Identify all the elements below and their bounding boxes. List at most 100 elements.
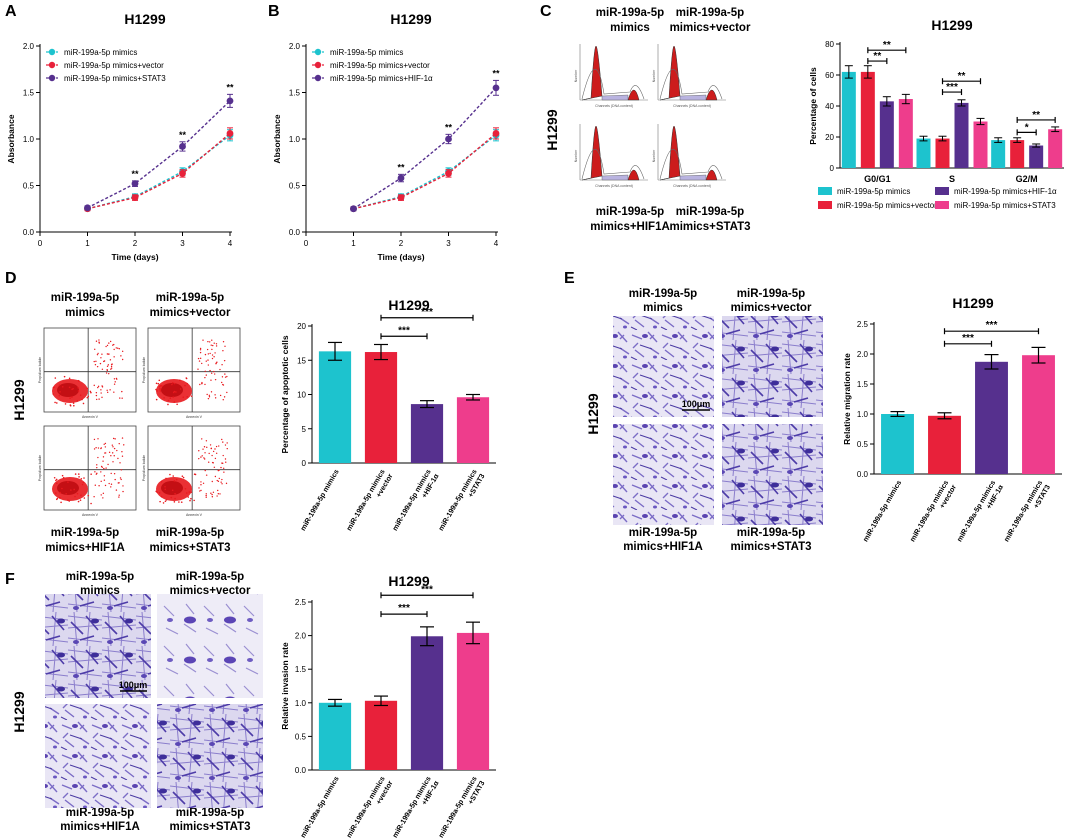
flow-dot bbox=[120, 478, 122, 481]
significance-label: ** bbox=[958, 71, 966, 82]
flow-dot bbox=[199, 349, 202, 351]
flow-dot bbox=[220, 466, 222, 469]
x-tick-label: 3 bbox=[446, 239, 451, 248]
flow-dot bbox=[203, 446, 206, 448]
flow-dot bbox=[210, 391, 213, 393]
y-tick-label: 2.5 bbox=[857, 320, 869, 329]
flow-dot bbox=[171, 381, 174, 384]
flow-dot bbox=[199, 347, 202, 350]
flow-dot bbox=[211, 461, 214, 464]
flow-dot bbox=[219, 394, 222, 397]
flow-dot bbox=[175, 478, 178, 481]
flow-dot bbox=[80, 478, 83, 480]
flow-dot bbox=[118, 348, 120, 350]
stain-image bbox=[613, 424, 714, 525]
flow-dot bbox=[187, 496, 190, 498]
flow-dot bbox=[214, 475, 217, 478]
flow-dot bbox=[208, 394, 211, 397]
flow-dot bbox=[222, 441, 224, 443]
flow-dot bbox=[71, 388, 73, 391]
flow-dot bbox=[214, 378, 217, 381]
y-tick-label: 20 bbox=[297, 322, 306, 331]
cell-line-label: H1299 bbox=[544, 109, 560, 150]
flow-dot bbox=[110, 455, 112, 457]
flow-dot bbox=[64, 403, 67, 405]
group-label-line2: mimics bbox=[610, 22, 650, 34]
flow-dot bbox=[194, 473, 197, 476]
flow-dot bbox=[76, 400, 79, 402]
flow-dot bbox=[155, 398, 158, 401]
group-label-line1: miR-199a-5p bbox=[676, 206, 744, 218]
x-category-label: miR-199a-5p mimics+STAT3 bbox=[436, 468, 486, 537]
flow-dot bbox=[160, 480, 163, 483]
significance-label: ** bbox=[1032, 110, 1040, 121]
group-label-line1: miR-199a-5p bbox=[629, 288, 697, 300]
flow-dot bbox=[200, 481, 202, 483]
flow-dot bbox=[114, 381, 116, 383]
flow-dot bbox=[184, 384, 186, 387]
x-category-label: S bbox=[949, 174, 955, 184]
flow-dot bbox=[108, 482, 110, 485]
flow-dot bbox=[118, 442, 120, 445]
flow-dot bbox=[70, 489, 72, 491]
bar-chart-d: H1299 0 5 10 15 20 Percentage of apoptotic cel… bbox=[280, 297, 496, 537]
flow-dot bbox=[104, 484, 107, 487]
chart-title: H1299 bbox=[390, 11, 431, 27]
flow-dot bbox=[96, 365, 99, 368]
flow-dot bbox=[121, 451, 123, 453]
flow-dot bbox=[93, 384, 95, 387]
legend-label: miR-199a-5p mimics+STAT3 bbox=[64, 74, 166, 83]
flow-dot bbox=[101, 353, 103, 355]
flow-dot bbox=[198, 360, 201, 362]
flow-dot bbox=[204, 469, 206, 472]
flow-dot bbox=[209, 341, 211, 343]
flow-dot bbox=[212, 450, 215, 453]
flow-dot bbox=[164, 488, 167, 491]
flow-dot bbox=[55, 492, 57, 494]
flow-dot bbox=[205, 493, 207, 495]
flow-dot bbox=[112, 446, 114, 448]
flow-dot bbox=[74, 473, 77, 475]
series-line bbox=[353, 134, 497, 210]
flow-dot bbox=[107, 364, 110, 366]
x-tick-label: 3 bbox=[180, 239, 185, 248]
flow-dot bbox=[119, 462, 121, 464]
y-tick-label: 1.0 bbox=[857, 410, 869, 419]
flow-dot bbox=[169, 397, 172, 399]
flow-dot bbox=[108, 451, 111, 454]
flow-dot bbox=[218, 477, 221, 480]
flow-dot bbox=[115, 347, 117, 349]
x-category-label-part: miR-199a-5p mimics bbox=[1002, 479, 1045, 544]
y-tick-label: 1.0 bbox=[289, 135, 301, 144]
flow-dot bbox=[203, 457, 205, 459]
flow-dot bbox=[122, 490, 124, 493]
live-core bbox=[161, 481, 183, 495]
flow-dot bbox=[74, 495, 76, 498]
y-tick-label: 1.5 bbox=[289, 89, 301, 98]
y-tick-label: 0 bbox=[830, 164, 835, 173]
flow-dot bbox=[198, 450, 200, 452]
cell-line-label: H1299 bbox=[585, 393, 601, 434]
g2-peak bbox=[627, 169, 640, 181]
flow-dot bbox=[82, 481, 85, 484]
bar bbox=[410, 404, 444, 463]
flow-dot bbox=[221, 438, 223, 441]
flow-dot bbox=[67, 499, 69, 502]
flow-dot bbox=[160, 495, 163, 498]
flow-dot bbox=[115, 489, 118, 491]
flow-dot bbox=[190, 497, 192, 500]
group-label-line1: miR-199a-5p bbox=[629, 527, 697, 539]
flow-dot bbox=[201, 362, 203, 365]
group-label-line2: mimics+STAT3 bbox=[730, 541, 811, 553]
y-tick-label: 2.0 bbox=[23, 42, 35, 51]
y-tick-label: 0.5 bbox=[857, 440, 869, 449]
flow-dot bbox=[155, 388, 157, 391]
flow-x-label: Annexin V bbox=[186, 415, 203, 419]
x-category-label-part: miR-199a-5p mimics bbox=[298, 775, 341, 838]
flow-dot bbox=[78, 476, 80, 478]
data-point bbox=[226, 97, 234, 105]
flow-dot bbox=[98, 341, 100, 343]
flow-dot bbox=[210, 492, 212, 494]
flow-dot bbox=[202, 448, 204, 450]
flow-dot bbox=[105, 372, 108, 374]
